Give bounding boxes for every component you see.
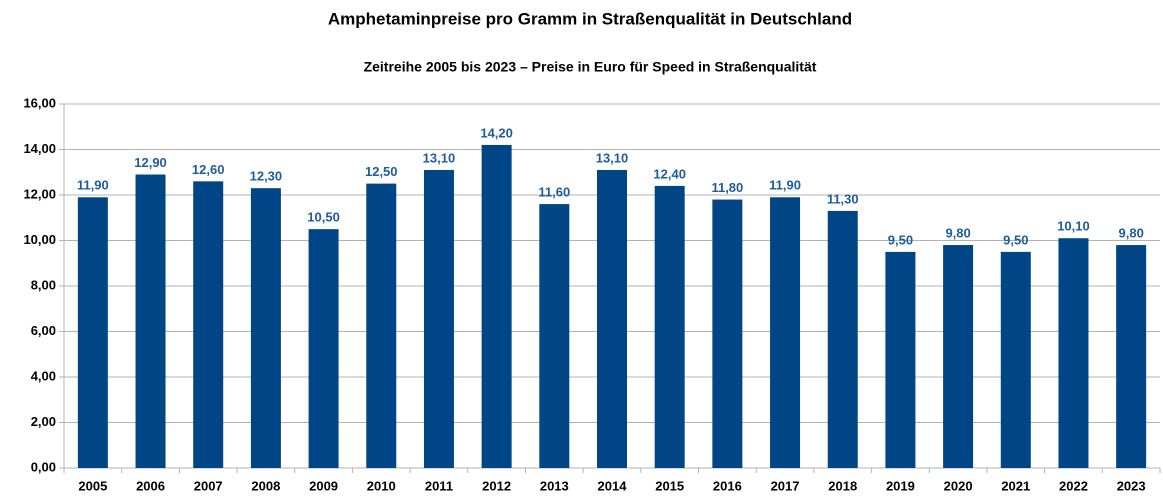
bar xyxy=(193,181,224,468)
data-label: 12,30 xyxy=(250,169,283,184)
data-label: 13,10 xyxy=(596,150,629,165)
chart-subtitle: Zeitreihe 2005 bis 2023 – Preise in Euro… xyxy=(364,59,817,75)
x-tick-label: 2006 xyxy=(136,478,165,493)
bar xyxy=(827,210,858,469)
bar xyxy=(1058,238,1089,468)
x-tick-label: 2013 xyxy=(540,478,569,493)
x-tick-label: 2009 xyxy=(309,478,338,493)
bar xyxy=(770,197,801,468)
x-tick-label: 2022 xyxy=(1059,478,1088,493)
data-label: 9,50 xyxy=(888,232,913,247)
y-tick-label: 0,00 xyxy=(31,459,56,474)
data-label: 9,50 xyxy=(1003,232,1028,247)
data-label: 12,90 xyxy=(134,155,167,170)
data-label: 13,10 xyxy=(423,150,456,165)
y-tick-label: 14,00 xyxy=(23,141,56,156)
x-tick-label: 2014 xyxy=(598,478,628,493)
bar xyxy=(885,251,916,468)
x-tick-label: 2015 xyxy=(655,478,684,493)
bar xyxy=(250,188,281,469)
data-label: 11,60 xyxy=(538,185,570,200)
y-tick-label: 12,00 xyxy=(23,186,56,201)
bar xyxy=(539,204,570,468)
data-label: 12,40 xyxy=(653,166,686,181)
x-tick-label: 2019 xyxy=(886,478,915,493)
bar xyxy=(1116,245,1147,468)
bar xyxy=(366,183,397,468)
y-tick-label: 6,00 xyxy=(31,323,56,338)
bar xyxy=(712,199,743,469)
x-tick-label: 2023 xyxy=(1117,478,1146,493)
bar xyxy=(1000,251,1031,468)
y-tick-label: 10,00 xyxy=(23,232,56,247)
x-tick-label: 2011 xyxy=(425,478,453,493)
chart-title: Amphetaminpreise pro Gramm in Straßenqua… xyxy=(328,9,852,28)
bar xyxy=(481,144,512,468)
x-tick-label: 2008 xyxy=(251,478,280,493)
x-tick-label: 2016 xyxy=(713,478,742,493)
y-tick-label: 4,00 xyxy=(31,368,56,383)
bar xyxy=(308,229,339,468)
data-label: 12,50 xyxy=(365,164,398,179)
x-tick-label: 2010 xyxy=(367,478,396,493)
data-label: 11,30 xyxy=(827,191,859,206)
data-label: 11,80 xyxy=(711,180,743,195)
data-label: 12,60 xyxy=(192,162,225,177)
bar xyxy=(654,185,685,468)
data-label: 9,80 xyxy=(945,225,970,240)
data-label: 11,90 xyxy=(769,178,801,193)
bar xyxy=(77,197,108,468)
x-tick-label: 2017 xyxy=(771,478,800,493)
x-tick-label: 2005 xyxy=(78,478,107,493)
data-label: 14,20 xyxy=(480,125,513,140)
data-label: 10,10 xyxy=(1057,219,1090,234)
bar xyxy=(943,245,974,468)
bar xyxy=(423,169,454,468)
x-tick-label: 2018 xyxy=(828,478,857,493)
x-tick-label: 2012 xyxy=(482,478,511,493)
x-tick-label: 2021 xyxy=(1001,478,1030,493)
bar xyxy=(135,174,166,468)
x-tick-label: 2007 xyxy=(194,478,223,493)
x-tick-label: 2020 xyxy=(944,478,973,493)
data-label: 10,50 xyxy=(307,210,340,225)
y-tick-label: 2,00 xyxy=(31,414,56,429)
bar xyxy=(597,169,627,468)
data-label: 9,80 xyxy=(1119,225,1144,240)
data-label: 11,90 xyxy=(77,178,109,193)
y-tick-label: 16,00 xyxy=(23,95,56,110)
y-tick-label: 8,00 xyxy=(31,277,56,292)
